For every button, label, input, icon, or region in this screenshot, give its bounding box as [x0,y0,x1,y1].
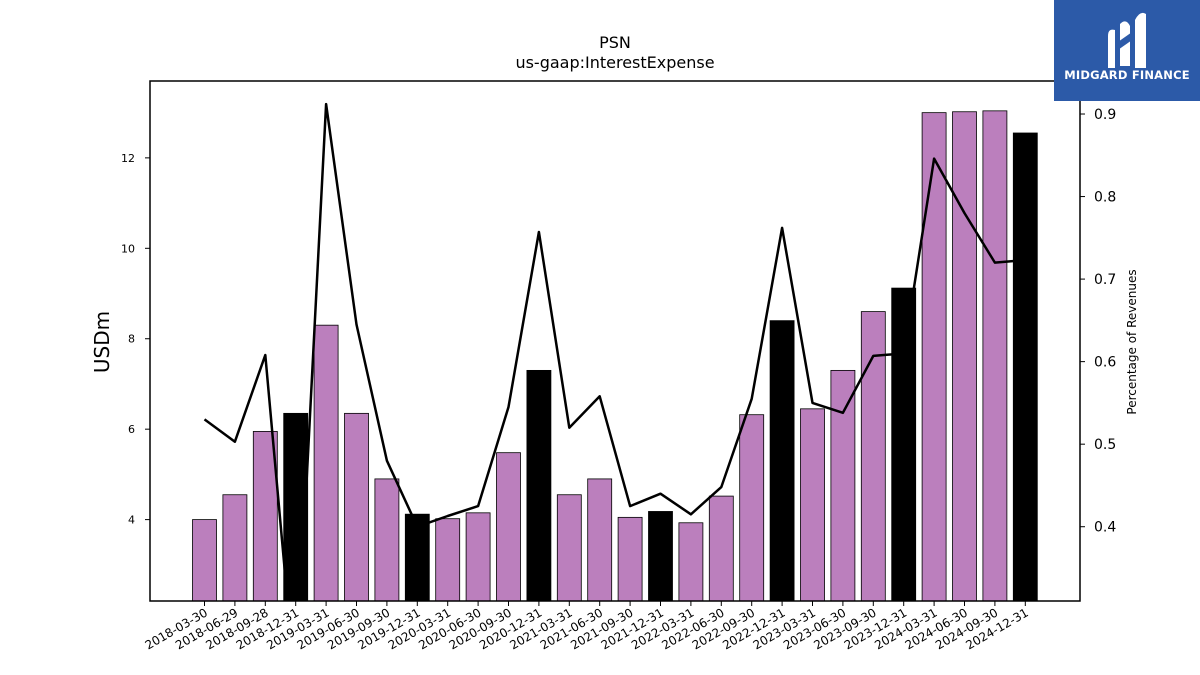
bar-2021-03-31 [556,494,582,602]
bar-2022-06-30 [708,495,734,602]
bar-2021-09-30 [617,516,643,602]
bar-2020-06-30 [465,512,491,602]
chart-title: PSN [599,33,631,52]
y-axis-label: USDm [90,311,114,373]
bar-2024-09-30 [982,110,1008,602]
bar-2019-09-30 [374,478,400,602]
y-tick-label: 4 [128,514,135,527]
y-tick-label: 6 [128,423,135,436]
bar-2020-12-31 [526,369,552,602]
bar-2024-12-31 [1012,132,1038,602]
bar-2022-03-31 [678,522,704,602]
logo-mark-icon [1108,12,1146,69]
bar-2018-03-30 [192,519,217,602]
bar-2020-09-30 [496,452,521,602]
bars-layer [192,110,1038,602]
bar-2023-03-31 [800,408,825,602]
bar-2021-06-30 [587,478,613,602]
y2-tick-label: 0.9 [1094,107,1116,123]
bar-2019-03-31 [313,324,339,602]
y2-tick-label: 0.8 [1094,190,1116,206]
bar-2018-09-28 [252,431,278,602]
bar-2024-06-30 [952,111,977,602]
midgard-finance-logo: MIDGARD FINANCE [1054,0,1200,101]
bar-2018-12-31 [283,412,309,602]
bar-2023-06-30 [830,369,856,602]
y-tick-label: 12 [121,152,135,165]
bar-2019-12-31 [404,513,430,602]
bar-2020-03-31 [435,518,461,602]
y2-tick-label: 0.5 [1094,437,1116,453]
y2-tick-label: 0.7 [1094,272,1116,288]
y2-axis-label: Percentage of Revenues [1125,269,1139,414]
bar-2024-03-31 [921,112,947,602]
logo-text: MIDGARD FINANCE [1064,68,1190,82]
bar-2022-09-30 [739,414,765,602]
plot-frame [149,80,1081,602]
bar-2021-12-31 [648,511,673,602]
bar-2023-12-31 [891,287,917,602]
bar-2023-09-30 [860,311,886,602]
series-line-percentage [203,102,1026,601]
bar-2022-12-31 [769,320,795,602]
bar-2019-06-30 [344,412,369,602]
y2-tick-label: 0.4 [1094,520,1116,536]
bar-2018-06-29 [222,494,248,602]
chart-subtitle: us-gaap:InterestExpense [515,53,714,72]
line-layer [203,102,1026,601]
y2-tick-label: 0.6 [1094,355,1116,371]
y-tick-label: 10 [121,242,135,255]
y-tick-label: 8 [128,333,135,346]
